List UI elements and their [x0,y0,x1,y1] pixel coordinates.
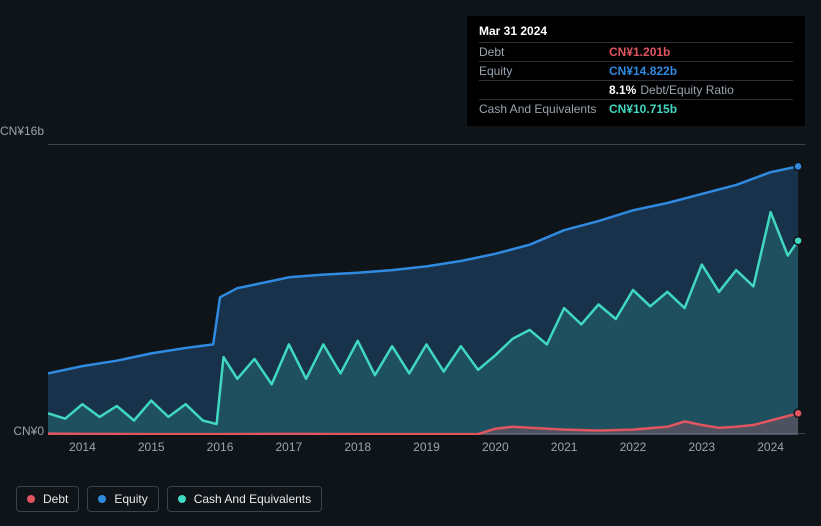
y-axis-min-label: CN¥0 [0,424,44,438]
tooltip-row-label [479,83,609,97]
tooltip-row-label: Equity [479,64,609,78]
tooltip-row: EquityCN¥14.822b [479,61,793,80]
tooltip-row: Cash And EquivalentsCN¥10.715b [479,99,793,118]
legend-label: Cash And Equivalents [194,492,311,506]
legend-dot-icon [98,495,106,503]
x-tick: 2015 [138,440,165,454]
legend-item[interactable]: Equity [87,486,158,512]
plot-area[interactable] [48,144,805,434]
x-tick: 2018 [344,440,371,454]
x-tick: 2017 [276,440,303,454]
x-axis: 2014 2015 2016 2017 2018 2019 2020 2021 2022 2023… [48,440,805,460]
x-tick: 2023 [688,440,715,454]
x-tick: 2020 [482,440,509,454]
cash-end-marker [794,237,802,245]
x-tick: 2014 [69,440,96,454]
debt-equity-chart: CN¥16b CN¥0 2014201520162017201820192020… [16,124,805,484]
debt-end-marker [794,409,802,417]
tooltip-row-value: CN¥1.201b [609,45,670,59]
x-tick: 2019 [413,440,440,454]
legend-label: Equity [114,492,147,506]
legend-item[interactable]: Cash And Equivalents [167,486,322,512]
tooltip-row-value: 8.1%Debt/Equity Ratio [609,83,734,97]
tooltip-row: 8.1%Debt/Equity Ratio [479,80,793,99]
tooltip-row-value: CN¥14.822b [609,64,677,78]
x-tick: 2016 [207,440,234,454]
tooltip-row-label: Cash And Equivalents [479,102,609,116]
x-tick: 2024 [757,440,784,454]
legend-label: Debt [43,492,68,506]
chart-legend: Debt Equity Cash And Equivalents [16,486,322,512]
chart-tooltip: Mar 31 2024 DebtCN¥1.201bEquityCN¥14.822… [467,16,805,126]
equity-end-marker [794,162,802,170]
x-tick: 2022 [620,440,647,454]
legend-dot-icon [27,495,35,503]
y-axis-max-label: CN¥16b [0,124,44,138]
tooltip-row: DebtCN¥1.201b [479,42,793,61]
legend-dot-icon [178,495,186,503]
tooltip-date: Mar 31 2024 [479,24,793,42]
tooltip-row-label: Debt [479,45,609,59]
legend-item[interactable]: Debt [16,486,79,512]
tooltip-row-value: CN¥10.715b [609,102,677,116]
x-tick: 2021 [551,440,578,454]
